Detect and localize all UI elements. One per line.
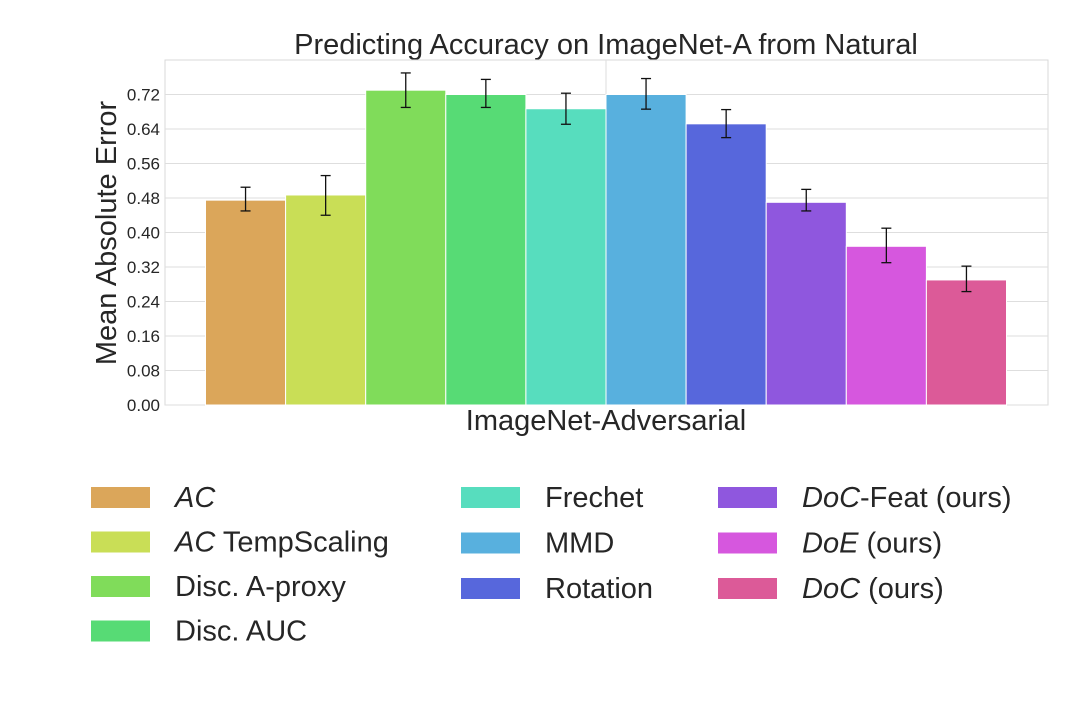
legend-label: Frechet <box>545 482 643 514</box>
x-axis-label: ImageNet-Adversarial <box>466 405 746 437</box>
y-axis-label: Mean Absolute Error <box>91 100 123 365</box>
bar <box>525 108 607 406</box>
bar <box>845 245 927 406</box>
y-tick-label: 0.32 <box>127 258 160 277</box>
legend-label: DoC (ours) <box>802 573 944 605</box>
y-tick-label: 0.72 <box>127 86 160 105</box>
bar <box>765 201 847 406</box>
y-tick-label: 0.24 <box>127 293 160 312</box>
legend-label: Disc. AUC <box>175 616 307 648</box>
legend-swatch <box>718 532 777 554</box>
legend-label: Disc. A-proxy <box>175 571 346 603</box>
legend-label: AC <box>173 482 216 514</box>
legend-label: DoC-Feat (ours) <box>802 482 1012 514</box>
legend-label: DoE (ours) <box>802 528 942 560</box>
bar <box>685 123 767 406</box>
y-tick-label: 0.40 <box>127 224 160 243</box>
bar <box>285 194 367 406</box>
legend-swatch <box>461 487 520 508</box>
legend-label: AC TempScaling <box>173 527 389 559</box>
legend-label: MMD <box>545 528 614 560</box>
y-tick-label: 0.08 <box>127 362 160 381</box>
legend-label: Rotation <box>545 573 653 605</box>
y-axis-ticks: 0.00 0.08 0.16 0.24 0.32 0.40 0.48 0.56 0.64 0.72 <box>127 86 160 416</box>
bar <box>205 199 287 406</box>
y-tick-label: 0.00 <box>127 396 160 415</box>
y-tick-label: 0.56 <box>127 155 160 174</box>
y-tick-label: 0.64 <box>127 120 160 139</box>
legend-swatch <box>718 487 777 508</box>
legend-swatch <box>91 531 150 553</box>
legend-swatch <box>461 578 520 599</box>
bars <box>205 89 1008 406</box>
legend-swatch <box>91 487 150 508</box>
legend: AC AC TempScaling Disc. A-proxy Disc. AUC Fr… <box>91 482 1012 648</box>
bar <box>365 89 447 406</box>
legend-swatch <box>461 532 520 554</box>
chart-title: Predicting Accuracy on ImageNet-A from N… <box>294 29 918 61</box>
bar <box>925 279 1008 406</box>
y-tick-label: 0.48 <box>127 189 160 208</box>
bar <box>445 94 527 406</box>
y-tick-label: 0.16 <box>127 327 160 346</box>
error-bars <box>240 72 972 293</box>
legend-swatch <box>91 620 150 642</box>
legend-swatch <box>718 578 777 599</box>
legend-swatch <box>91 576 150 597</box>
bar <box>605 94 687 406</box>
